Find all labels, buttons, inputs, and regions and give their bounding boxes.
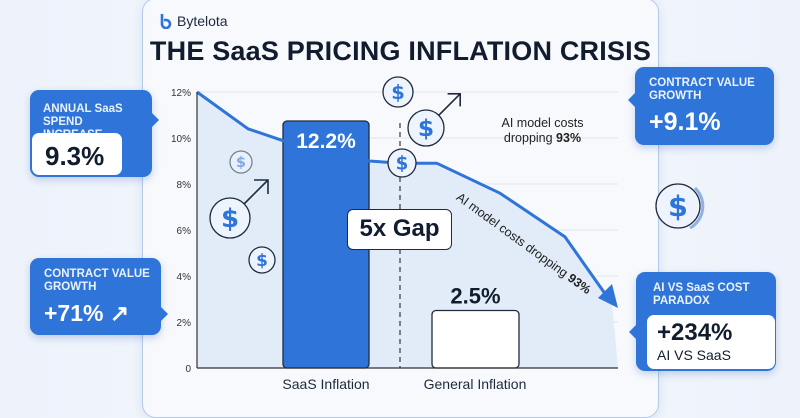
dollar-sign: $ (668, 189, 688, 223)
coin-circle (407, 109, 445, 147)
bar-general (431, 309, 520, 369)
paradox-sub: AI VS SaaS (657, 347, 731, 363)
cycle-arrow (689, 186, 705, 230)
y-tick-label: 6% (177, 226, 192, 237)
y-tick-label: 10% (171, 134, 191, 145)
dollar-sign: $ (396, 153, 409, 174)
x-label-saas: SaaS Inflation (282, 376, 370, 392)
coin-circle (382, 76, 414, 108)
brand-logo: Bytelota (160, 13, 228, 29)
dollar-sign: $ (418, 114, 434, 142)
bar-value-label: 12.2% (296, 130, 356, 153)
coin-circle (387, 148, 417, 178)
dollar-cycle-icon: $ (655, 183, 705, 230)
y-tick-label: 2% (177, 318, 192, 329)
callout-contract-left: CONTRACT VALUE GROWTH +71% ↗ (30, 258, 168, 335)
coin-circle (229, 150, 253, 174)
bytelota-logo-icon (160, 14, 172, 29)
dollar-coin-icon: $ (229, 150, 253, 174)
x-label-general: General Inflation (423, 376, 527, 392)
gap-label: 5x Gap (347, 209, 452, 250)
callout-cost-paradox: AI VS SaaS COST PARADOX +234% AI VS SaaS (629, 272, 776, 371)
bar-value-label: 2.5% (450, 284, 500, 309)
dollar-sign: $ (236, 155, 246, 171)
ai-cost-note: AI model costs dropping 93% (501, 116, 584, 145)
coin-circle (209, 197, 251, 239)
up-arrow (243, 179, 269, 205)
trend-arrowhead (598, 284, 618, 308)
dollar-sign: $ (256, 250, 268, 270)
up-arrow (438, 93, 461, 116)
paradox-value: +234% (657, 319, 733, 346)
y-tick-label: 12% (171, 88, 191, 99)
callout-annual-spend: ANNUAL SaaS SPEND INCREASE 9.3% (30, 90, 159, 177)
dollar-up-arrow-icon: $ (209, 179, 269, 239)
callout-contract-right: CONTRACT VALUE GROWTH +9.1% (628, 67, 774, 145)
dollar-coin-icon: $ (382, 76, 414, 108)
page-title: THE SaaS PRICING INFLATION CRISIS (149, 36, 652, 66)
brand-name: Bytelota (177, 13, 228, 29)
y-tick-label: 8% (177, 180, 192, 191)
dollar-sign: $ (221, 204, 239, 234)
coin-circle (248, 246, 276, 274)
coin-circle (655, 183, 701, 229)
dollar-up-arrow-icon: $ (407, 93, 461, 147)
dollar-sign: $ (391, 81, 405, 104)
dollar-coin-icon: $ (248, 246, 276, 274)
y-tick-label: 4% (177, 272, 192, 283)
y-tick-label: 0 (185, 364, 191, 375)
dollar-coin-icon: $ (387, 148, 417, 178)
